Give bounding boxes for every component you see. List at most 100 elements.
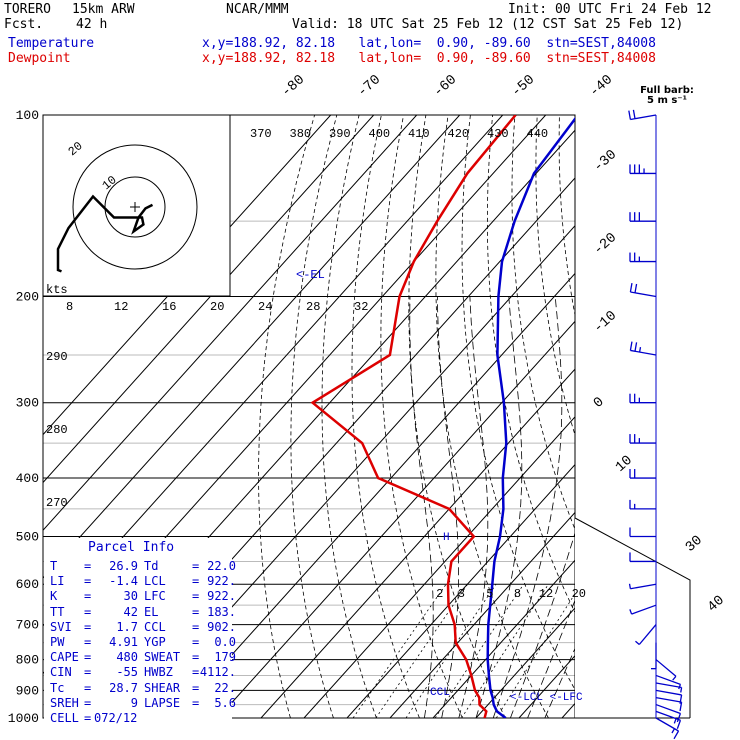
moist-adiabat-line — [475, 296, 523, 718]
parcel-param-value: 5.6 — [214, 695, 236, 710]
parcel-info-row: CIN = -55 HWBZ =4112. — [50, 665, 236, 680]
wind-barb-half-flag — [678, 684, 682, 690]
temperature-profile — [486, 116, 575, 718]
mixing-ratio-line — [434, 583, 524, 718]
pressure-tick-label: 900 — [16, 683, 39, 698]
parcel-param-value: 922. — [207, 589, 236, 604]
mixing-ratio-label: 3 — [458, 587, 465, 601]
theta-label: 420 — [448, 127, 470, 141]
isotherm-line — [43, 115, 461, 579]
wind-barb-half-flag — [635, 640, 640, 646]
left-theta-label: 280 — [46, 423, 68, 437]
dry-adiabat-line — [535, 115, 575, 437]
wind-barb-staff — [655, 696, 682, 703]
mixing-ratio-label: 12 — [539, 587, 553, 601]
parcel-info-row: CAPE = 480 SWEAT = 179 — [50, 650, 236, 665]
wind-barb — [651, 642, 657, 670]
wind-barb-half-flag — [628, 583, 632, 589]
parcel-info-row: K = 30 LFC = 922. — [50, 589, 236, 604]
pressure-tick-label: 100 — [16, 108, 39, 123]
frame-mask — [575, 518, 690, 718]
moist-adiabat-line — [409, 296, 434, 718]
parcel-param-value: 22. — [214, 680, 236, 695]
isotherm-line — [260, 368, 575, 718]
wind-barb — [629, 212, 656, 222]
parcel-param-value: 072/12 — [94, 711, 138, 725]
model-name: TORERO — [4, 2, 51, 17]
parcel-info-row: Tc = 28.7 SHEAR = 22. — [50, 680, 236, 695]
mixing-ratio-line — [375, 583, 468, 718]
isotherm-line — [303, 416, 575, 718]
parcel-param-name: CAPE — [50, 650, 79, 665]
pressure-tick-label: 400 — [16, 471, 39, 486]
theta-label: 400 — [369, 127, 391, 141]
wind-barb-flag — [634, 283, 638, 293]
full-barb-units: 5 m s⁻¹ — [647, 95, 687, 106]
wind-barb — [655, 696, 683, 712]
wind-barb — [628, 109, 657, 121]
pressure-tick-label: 700 — [16, 618, 39, 633]
parcel-param-name: Td — [144, 559, 159, 573]
isotherm-line — [217, 320, 575, 718]
wind-barb-flag — [629, 341, 633, 351]
parcel-param-value: 26.9 — [109, 559, 138, 573]
lcl-lfc-marker: <-LCL <-LFC — [510, 692, 583, 704]
wind-barb — [655, 682, 683, 693]
dry-adiabat-line — [461, 115, 575, 691]
location-line-temperature: x,y=188.92, 82.18 lat,lon= 0.90, -89.60 … — [202, 36, 656, 51]
wind-barb-staff — [655, 703, 681, 715]
parcel-param-value: 1.7 — [116, 619, 138, 634]
wind-barb-staff — [630, 583, 657, 590]
parcel-param-name: T — [50, 559, 58, 573]
wind-barb — [635, 624, 657, 646]
parcel-param-value: -1.4 — [109, 574, 138, 589]
temperature-legend: Temperature — [8, 36, 95, 51]
parcel-param-value: 902. — [207, 619, 236, 634]
wind-barb — [629, 552, 656, 563]
wind-barb — [629, 252, 656, 263]
temperature-tick-label: -40 — [587, 72, 616, 101]
parcel-param-name: CCL — [144, 619, 166, 634]
moist-adiabat-line — [437, 296, 460, 718]
parcel-param-name: HWBZ — [144, 665, 173, 680]
full-barb-title: Full barb: — [640, 85, 694, 96]
parcel-param-value: 4112. — [199, 665, 236, 680]
mixing-ratio-label: 8 — [514, 587, 521, 601]
temperature-tick-label: 0 — [591, 394, 608, 412]
parcel-info-title: Parcel Info — [88, 540, 175, 555]
wind-barb — [655, 717, 680, 740]
parcel-param-name: TT — [50, 604, 65, 619]
wind-barb-staff — [630, 291, 657, 298]
temperature-tick-label: -10 — [591, 308, 620, 337]
wind-barb — [629, 434, 656, 444]
frame-extension-line — [574, 517, 691, 718]
parcel-param-name: YGP — [144, 635, 166, 649]
parcel-info-row: CELL = 072/12 — [50, 712, 248, 725]
wind-barb — [629, 499, 656, 510]
wind-barb-half-flag — [629, 609, 633, 615]
isotherm-line — [43, 115, 375, 484]
wind-barb-half-flag — [680, 687, 683, 693]
temperature-tick-label: 30 — [683, 533, 706, 556]
hodograph-ring — [72, 144, 198, 270]
wind-barb — [655, 689, 683, 704]
parcel-param-name: SVI — [50, 619, 72, 634]
parcel-info-box: Parcel Info T = 26.9 Td = 22.0 LI = -1.4 LCL = 922.… — [44, 538, 236, 726]
parcel-param-value: 30 — [123, 589, 138, 604]
wind-barb-staff — [655, 682, 682, 689]
wind-barb — [655, 703, 682, 723]
init-time: Init: 00 UTC Fri 24 Feb 12 — [508, 2, 712, 17]
parcel-param-name: CELL — [50, 711, 79, 725]
parcel-param-name: Tc — [50, 680, 65, 695]
hodograph-speed-label: 28 — [306, 300, 320, 314]
temperature-tick-label: -20 — [591, 230, 620, 259]
valid-time: Valid: 18 UTC Sat 25 Feb 12 (12 CST Sat … — [292, 17, 684, 32]
mixing-ratio-line — [461, 583, 549, 718]
dry-adiabat-line — [290, 115, 338, 718]
pressure-tick-label: 600 — [16, 577, 39, 592]
wind-barb-staff — [655, 674, 681, 685]
temperature-tick-label: -70 — [355, 72, 384, 101]
dry-adiabat-line — [258, 115, 315, 718]
pressure-tick-label: 500 — [16, 529, 39, 544]
wind-barb-staff — [638, 624, 657, 645]
